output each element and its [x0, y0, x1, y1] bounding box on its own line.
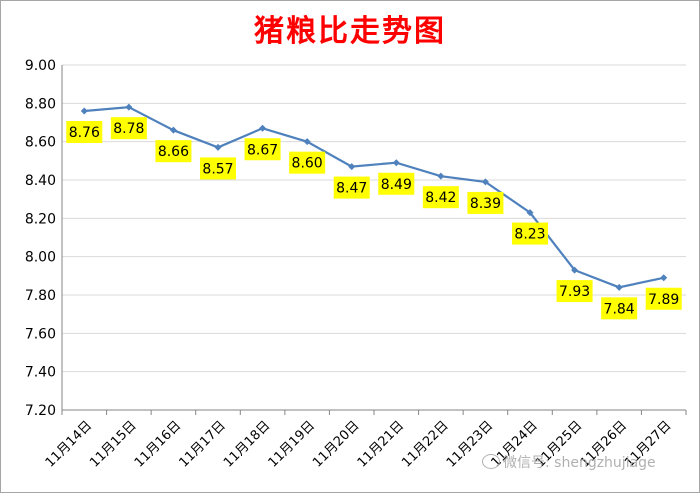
y-tick-label: 7.20 [25, 403, 56, 419]
data-label: 7.93 [559, 284, 590, 300]
x-tick-label: 11月19日 [266, 418, 318, 470]
data-label-box [601, 297, 638, 320]
data-label-box [645, 287, 682, 310]
data-label: 8.57 [202, 161, 233, 177]
data-label: 8.66 [158, 144, 189, 160]
series-line-layer [80, 103, 668, 291]
data-label-box [378, 172, 415, 195]
y-tick-label: 7.60 [25, 326, 56, 342]
data-point [660, 274, 668, 282]
y-tick-label: 8.00 [25, 250, 56, 266]
data-label: 8.39 [470, 196, 501, 212]
data-label: 8.42 [425, 190, 456, 206]
data-label-box [289, 151, 326, 174]
x-tick-label: 11月14日 [43, 418, 95, 470]
x-tick-label: 11月16日 [132, 418, 184, 470]
data-labels: 8.76 8.78 8.66 8.57 8.67 8.60 8.47 8.49 8.42 8.39… [66, 117, 682, 320]
data-point [437, 172, 445, 180]
wechat-icon [482, 454, 500, 469]
data-point [303, 138, 311, 146]
y-tick-label: 8.20 [25, 211, 56, 227]
x-tick-label: 11月22日 [399, 418, 451, 470]
data-label: 8.47 [336, 181, 367, 197]
data-label: 8.67 [247, 142, 278, 158]
data-point [125, 103, 133, 111]
data-label-box [422, 186, 459, 209]
data-label: 8.78 [113, 121, 144, 137]
data-label-box [110, 117, 147, 140]
data-label: 7.89 [648, 292, 679, 308]
y-tick-label: 8.40 [25, 173, 56, 189]
y-tick-label: 9.00 [25, 58, 56, 74]
grid-lines [62, 64, 686, 411]
data-label: 8.60 [292, 156, 323, 172]
chart-title: 猪粮比走势图 [254, 14, 446, 49]
watermark: 微信号: shengzhujiage [482, 452, 656, 472]
data-label-box [155, 140, 192, 163]
data-point [392, 159, 400, 167]
data-label: 8.76 [69, 125, 100, 141]
axes [61, 65, 687, 415]
data-point [214, 143, 222, 151]
data-point [571, 266, 579, 274]
y-tick-label: 8.80 [25, 96, 56, 112]
watermark-text: 微信号: shengzhujiage [503, 455, 656, 471]
data-label-box [556, 280, 593, 303]
x-tick-label: 11月17日 [176, 418, 228, 470]
y-tick-label: 7.80 [25, 288, 56, 304]
data-point [169, 126, 177, 134]
data-point [615, 283, 623, 291]
y-tick-label: 8.60 [25, 135, 56, 151]
data-label-box [333, 176, 370, 199]
data-label-box [512, 222, 548, 245]
data-point [348, 163, 356, 171]
series-line [84, 106, 664, 289]
data-label-box [66, 121, 103, 143]
data-label-box [200, 157, 236, 180]
data-label: 8.23 [514, 227, 545, 243]
x-tick-label: 11月21日 [355, 418, 407, 470]
x-tick-label: 11月20日 [310, 418, 362, 470]
data-label: 8.49 [381, 177, 412, 193]
data-point [481, 178, 489, 186]
x-tick-label: 11月15日 [87, 418, 139, 470]
data-point [80, 107, 88, 115]
data-point [259, 124, 267, 132]
y-tick-label: 7.40 [25, 365, 56, 381]
data-label-box [244, 138, 281, 161]
data-point [526, 209, 534, 217]
y-tick-labels: 9.00 8.80 8.60 8.40 8.20 8.00 7.80 7.60 7.40 7.20 [25, 58, 56, 419]
data-label: 7.84 [604, 301, 635, 317]
x-tick-label: 11月18日 [221, 418, 273, 470]
data-label-box [467, 191, 504, 214]
